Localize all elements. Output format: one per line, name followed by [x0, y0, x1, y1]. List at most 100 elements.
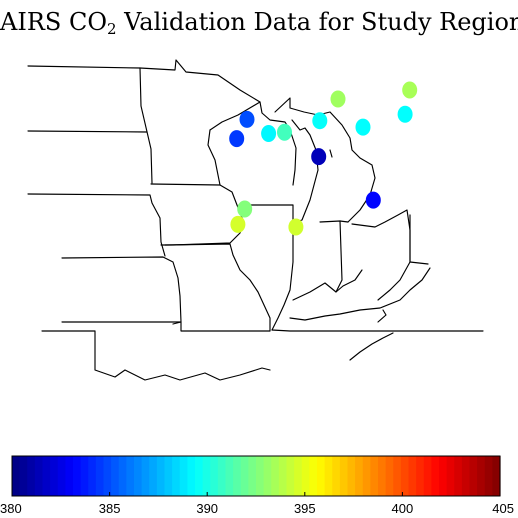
colorbar-cell: [19, 456, 28, 496]
colorbar-cell: [248, 456, 257, 496]
colorbar-cell: [65, 456, 74, 496]
colorbar-cell: [324, 456, 333, 496]
colorbar-cell: [431, 456, 440, 496]
station-marker: [365, 191, 381, 209]
colorbar-cell: [309, 456, 318, 496]
colorbar-cell: [339, 456, 349, 496]
colorbar-cell: [408, 456, 417, 496]
station-marker: [312, 112, 328, 130]
colorbar-cell: [317, 456, 326, 496]
data-points: [229, 81, 418, 236]
colorbar-cell: [172, 456, 181, 496]
colorbar-cell: [416, 456, 425, 496]
state-boundary: [209, 101, 297, 186]
colorbar-cell: [256, 456, 265, 496]
colorbar-tick-label: 400: [392, 501, 414, 516]
colorbar-cell: [103, 456, 112, 496]
colorbar-cell: [202, 456, 211, 496]
colorbar-cell: [423, 456, 432, 496]
colorbar-cell: [263, 456, 272, 496]
colorbar-cell: [12, 456, 21, 496]
colorbar-cell: [294, 456, 303, 496]
colorbar-cell: [332, 456, 341, 496]
colorbar-cell: [126, 456, 135, 496]
station-marker: [311, 148, 327, 166]
colorbar-cell: [362, 456, 371, 496]
colorbar-cell: [301, 456, 310, 496]
colorbar-tick-label: 385: [99, 501, 121, 516]
colorbar-cell: [439, 456, 448, 496]
colorbar-cell: [271, 456, 280, 496]
title-main: AIRS CO: [0, 8, 107, 36]
colorbar-cell: [50, 456, 59, 496]
colorbar-cell: [156, 456, 166, 496]
colorbar-cell: [88, 456, 97, 496]
colorbar-cell: [477, 456, 486, 496]
colorbar-cell: [286, 456, 295, 496]
colorbar-cell: [355, 456, 364, 496]
colorbar-cell: [42, 456, 51, 496]
colorbar-cell: [179, 456, 188, 496]
page-title: AIRS CO2 Validation Data for Study Regio…: [0, 8, 518, 38]
station-marker: [230, 215, 246, 233]
state-boundary: [61, 321, 271, 332]
colorbar-tick-label: 380: [0, 501, 22, 516]
station-marker: [402, 81, 418, 99]
colorbar-cell: [225, 456, 234, 496]
colorbar-cell: [484, 456, 493, 496]
state-boundary: [27, 193, 166, 257]
colorbar-cell: [492, 456, 501, 496]
colorbar-cell: [134, 456, 143, 496]
colorbar-cell: [149, 456, 158, 496]
colorbar-cell: [27, 456, 36, 496]
station-marker: [237, 200, 253, 218]
colorbar-gradient: [12, 456, 501, 496]
state-boundary: [351, 209, 411, 301]
colorbar-cell: [278, 456, 288, 496]
colorbar-tick-label: 390: [196, 501, 218, 516]
colorbar-cell: [385, 456, 394, 496]
title-rest: Validation Data for Study Region 1: [116, 8, 518, 36]
station-marker: [288, 218, 304, 236]
colorbar-cell: [370, 456, 379, 496]
state-boundary: [41, 330, 271, 381]
state-boundary: [27, 130, 148, 133]
colorbar-cell: [73, 456, 82, 496]
state-boundary: [377, 309, 387, 323]
colorbar-cell: [217, 456, 227, 496]
state-boundary: [292, 269, 363, 301]
colorbar-cell: [57, 456, 66, 496]
state-boundary: [289, 267, 431, 321]
colorbar-cell: [393, 456, 402, 496]
station-marker: [277, 123, 292, 141]
station-marker: [397, 105, 413, 123]
colorbar-cell: [164, 456, 173, 496]
colorbar-cell: [400, 456, 410, 496]
colorbar-cell: [210, 456, 219, 496]
title-subscript: 2: [107, 20, 117, 38]
colorbar-cell: [95, 456, 105, 496]
state-boundaries: [27, 59, 484, 381]
colorbar-cell: [240, 456, 249, 496]
colorbar-cell: [469, 456, 478, 496]
colorbar-cell: [378, 456, 387, 496]
state-boundary: [335, 220, 343, 293]
colorbar-cell: [195, 456, 204, 496]
colorbar-frame: [11, 455, 501, 497]
colorbar-cell: [187, 456, 196, 496]
colorbar-cell: [347, 456, 356, 496]
state-boundary: [274, 97, 319, 116]
state-boundary: [139, 67, 153, 184]
station-marker: [330, 90, 346, 108]
station-marker: [229, 130, 245, 148]
station-marker: [261, 125, 277, 142]
colorbar-cell: [454, 456, 463, 496]
colorbar-cell: [118, 456, 127, 496]
state-boundary: [207, 129, 221, 186]
state-boundary: [164, 243, 271, 332]
state-boundary: [271, 329, 484, 332]
colorbar-cell: [446, 456, 455, 496]
colorbar-tick-label: 405: [492, 501, 514, 516]
